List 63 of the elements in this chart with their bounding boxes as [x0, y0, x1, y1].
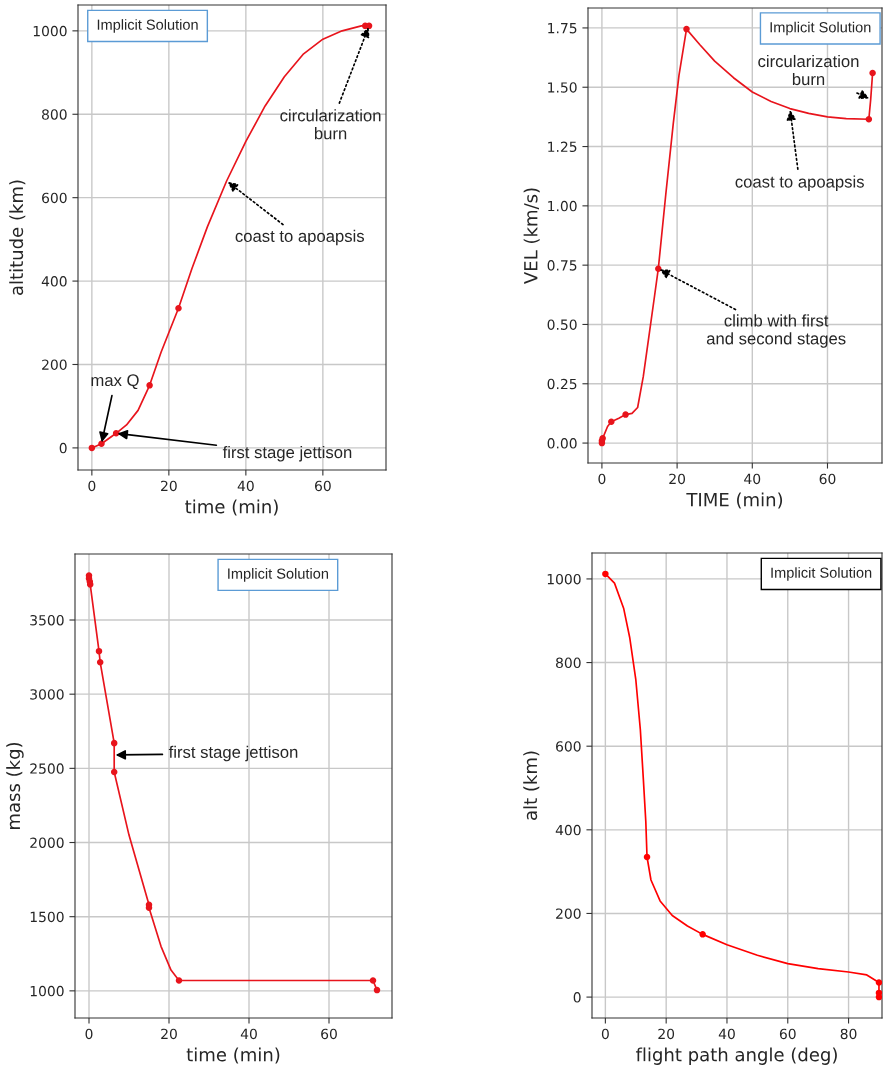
y-tick-label: 0.50 [547, 319, 577, 330]
y-tick-label: 3500 [30, 614, 64, 626]
annotation: first stage jettison [168, 745, 298, 762]
y-tick-label: 200 [42, 359, 67, 370]
x-tick-label: 40 [744, 473, 761, 485]
y-tick-label: 600 [556, 741, 581, 752]
x-tick-label: 80 [840, 1028, 857, 1040]
x-tick-label: 0 [85, 1028, 93, 1040]
y-tick-label: 800 [556, 657, 581, 669]
annotation: circularization burn [280, 109, 381, 140]
x-tick-label: 40 [718, 1028, 735, 1040]
y-tick-label: 0.00 [547, 438, 577, 449]
x-tick-label: 60 [321, 1028, 337, 1040]
annotation: Implicit Solution [228, 568, 328, 582]
x-axis-title: time (min) [185, 499, 278, 516]
annotation: Implicit Solution [771, 567, 872, 581]
y-tick-label: 1.75 [548, 23, 577, 34]
y-axis-title: altitude (km) [9, 180, 26, 295]
x-tick-label: 0 [88, 480, 96, 492]
y-tick-label: 400 [41, 276, 67, 287]
x-axis-title: TIME (min) [686, 492, 783, 509]
y-axis-title: alt (km) [523, 751, 540, 820]
x-tick-label: 20 [658, 1028, 675, 1040]
y-tick-label: 3000 [30, 689, 64, 700]
y-tick-label: 1000 [30, 985, 64, 997]
y-tick-label: 800 [42, 109, 67, 120]
x-tick-label: 20 [669, 473, 686, 485]
y-tick-label: 400 [555, 824, 581, 836]
x-tick-label: 60 [819, 473, 836, 485]
y-tick-label: 600 [42, 192, 67, 204]
y-tick-label: 0 [573, 992, 581, 1003]
y-axis-title: VEL (km/s) [523, 188, 540, 284]
x-axis-title: flight path angle (deg) [635, 1047, 837, 1065]
annotation: coast to apoapsis [235, 229, 365, 246]
y-tick-label: 0.25 [547, 378, 577, 390]
y-tick-label: 1.00 [548, 200, 577, 212]
y-tick-label: 1.25 [548, 141, 577, 153]
y-tick-label: 2000 [30, 837, 64, 848]
x-tick-label: 0 [598, 473, 606, 485]
y-tick-label: 200 [556, 908, 581, 919]
y-tick-label: 1500 [30, 911, 64, 923]
x-tick-label: 0 [601, 1028, 609, 1040]
x-axis-title: time (min) [186, 1047, 280, 1064]
annotation: Implicit Solution [97, 19, 198, 33]
annotation: first stage jettison [222, 445, 352, 462]
annotation: Implicit Solution [770, 21, 871, 36]
annotation: coast to apoapsis [735, 175, 864, 191]
y-tick-label: 2500 [30, 763, 64, 774]
x-tick-label: 60 [779, 1028, 796, 1040]
y-tick-label: 0 [59, 442, 67, 454]
y-tick-label: 1000 [33, 25, 67, 37]
x-tick-label: 40 [240, 1028, 257, 1040]
y-tick-label: 1000 [547, 573, 581, 585]
y-axis-title: mass (kg) [6, 742, 24, 829]
annotation: circularization burn [758, 54, 859, 86]
y-tick-label: 1.50 [548, 82, 577, 93]
x-tick-label: 60 [314, 480, 331, 492]
x-tick-label: 20 [161, 1028, 177, 1040]
x-tick-label: 20 [161, 480, 177, 492]
annotation: climb with first and second stages [706, 314, 846, 348]
x-tick-label: 40 [237, 480, 254, 492]
y-tick-label: 0.75 [547, 260, 577, 271]
annotation: max Q [91, 374, 139, 390]
